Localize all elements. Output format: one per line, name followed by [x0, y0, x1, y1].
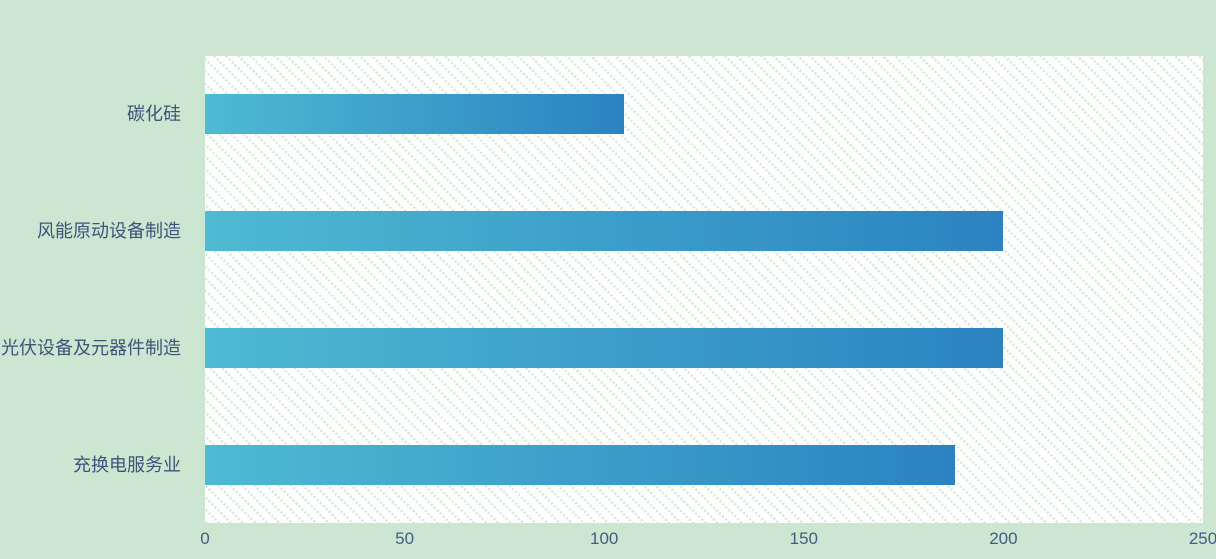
y-axis-labels: 碳化硅风能原动设备制造光伏设备及元器件制造充换电服务业 — [0, 56, 193, 523]
x-tick-label: 100 — [590, 529, 619, 548]
bar[interactable] — [205, 444, 956, 485]
bar[interactable] — [205, 327, 1004, 368]
category-label: 光伏设备及元器件制造 — [1, 337, 181, 358]
x-tick-label: 50 — [395, 529, 415, 548]
category-label: 碳化硅 — [127, 104, 181, 125]
bar[interactable] — [205, 211, 1004, 252]
category-label: 充换电服务业 — [73, 454, 181, 475]
x-tick-label: 0 — [200, 529, 210, 548]
category-label: 风能原动设备制造 — [37, 221, 181, 242]
x-tick-label: 200 — [989, 529, 1018, 548]
x-tick-label: 250 — [1188, 529, 1216, 548]
x-tick-label: 150 — [789, 529, 818, 548]
x-axis: 0 50 100 150 200 250 — [200, 527, 1216, 553]
bar[interactable] — [205, 94, 625, 135]
plot-area — [205, 56, 1203, 523]
